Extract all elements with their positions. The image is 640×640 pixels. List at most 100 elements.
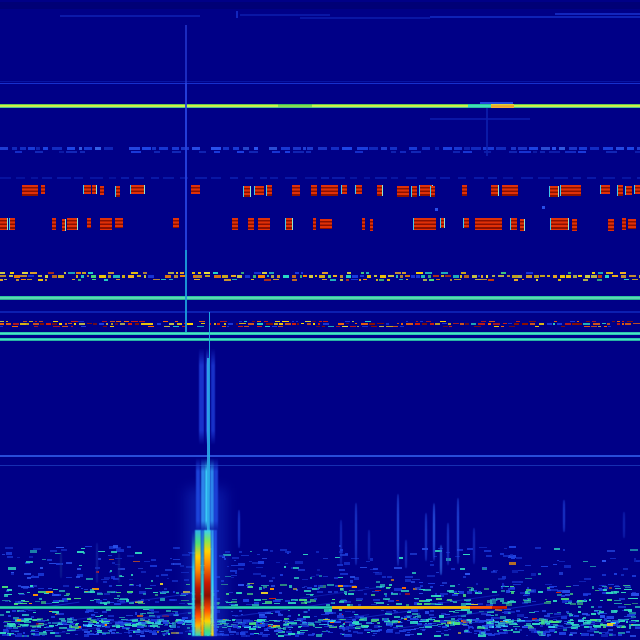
noise-speckle [134,630,141,634]
speckle-band-dash [71,320,78,323]
speckle-band-dash [328,274,332,278]
noise-speckle [200,557,206,559]
textured-line-dash [391,150,396,153]
noise-speckle [192,590,197,592]
noise-speckle [422,619,429,622]
speckle-band-dash [339,278,344,281]
noise-speckle [138,621,141,623]
noise-speckle [589,628,598,631]
noise-speckle [96,628,101,631]
noise-speckle [355,626,363,629]
noise-speckle [21,586,30,588]
noise-speckle [610,591,618,594]
noise-speckle [334,585,341,588]
speckle-band-dash [74,322,77,326]
noise-speckle [376,601,385,604]
noise-speckle [247,585,253,588]
noise-speckle [132,631,140,634]
noise-speckle [429,618,436,621]
noise-speckle [2,630,9,633]
noise-speckle [614,610,618,612]
noise-speckle [594,626,601,629]
speckle-band-dash [565,274,571,278]
noise-speckle [412,572,416,574]
noise-speckle [483,587,489,590]
speckle-band-dash [629,274,636,278]
noise-speckle [214,601,219,605]
noise-speckle [316,587,319,591]
noise-speckle [240,621,248,625]
noise-speckle [261,618,267,622]
speckle-band-dash [422,322,428,326]
noise-speckle [539,624,543,627]
noise-speckle [414,587,422,590]
textured-line-dash [369,147,378,150]
noise-speckle [271,626,277,629]
noise-speckle [163,632,170,635]
noise-speckle [43,626,49,629]
noise-speckle [351,622,360,624]
noise-speckle [421,618,427,621]
noise-speckle [545,615,550,618]
noise-speckle [502,584,506,588]
dashed-line-segment [210,177,222,179]
red-burst [292,185,300,196]
noise-speckle [385,622,394,625]
noise-speckle [535,547,541,550]
noise-speckle [45,626,53,629]
noise-speckle [47,621,52,624]
noise-speckle [195,623,203,626]
speckle-band-dash [428,278,435,281]
noise-speckle [86,577,93,581]
noise-speckle [148,618,151,622]
noise-speckle [275,629,281,632]
noise-speckle [69,622,77,624]
plume-jet-column [204,530,211,636]
noise-speckle [470,603,478,606]
noise-speckle [84,591,92,594]
speckle-band-dash [452,322,459,325]
warm-fleck [160,583,164,585]
textured-line-dash [532,150,538,153]
speckle-band-dash [253,274,257,278]
noise-speckle [329,611,336,614]
noise-speckle [584,620,593,623]
noise-speckle [38,573,44,576]
noise-speckle [193,622,200,625]
noise-speckle [127,630,135,632]
noise-speckle [102,602,111,604]
noise-speckle [386,586,390,590]
noise-speckle [38,623,44,626]
speckle-band-dash [631,278,638,281]
noise-speckle [104,631,108,633]
speckle-band-dash [620,272,627,274]
noise-speckle [298,626,302,628]
noise-speckle [389,624,392,627]
speckle-band-dash [425,272,432,274]
noise-speckle [504,609,511,611]
textured-line-dash [66,147,75,150]
speckle-band-dash [196,325,204,327]
noise-speckle [464,623,468,626]
textured-line-dash [539,150,546,153]
speckle-band-dash [213,272,218,274]
noise-speckle [45,590,53,593]
textured-line-dash [79,150,86,153]
noise-speckle [74,633,79,636]
noise-speckle [464,629,469,632]
noise-speckle [33,548,41,550]
noise-speckle [224,618,229,621]
noise-speckle [86,623,94,626]
noise-speckle [613,602,622,605]
noise-speckle [69,625,73,628]
speckle-band-dash [386,322,389,325]
noise-speckle [19,618,25,621]
noise-speckle [71,626,79,629]
speckle-band-dash [592,322,600,326]
noise-speckle [277,630,283,632]
noise-speckle [412,618,420,621]
noise-speckle [567,624,572,626]
noise-speckle [549,585,558,587]
noise-speckle [178,619,184,623]
noise-speckle [191,625,195,628]
